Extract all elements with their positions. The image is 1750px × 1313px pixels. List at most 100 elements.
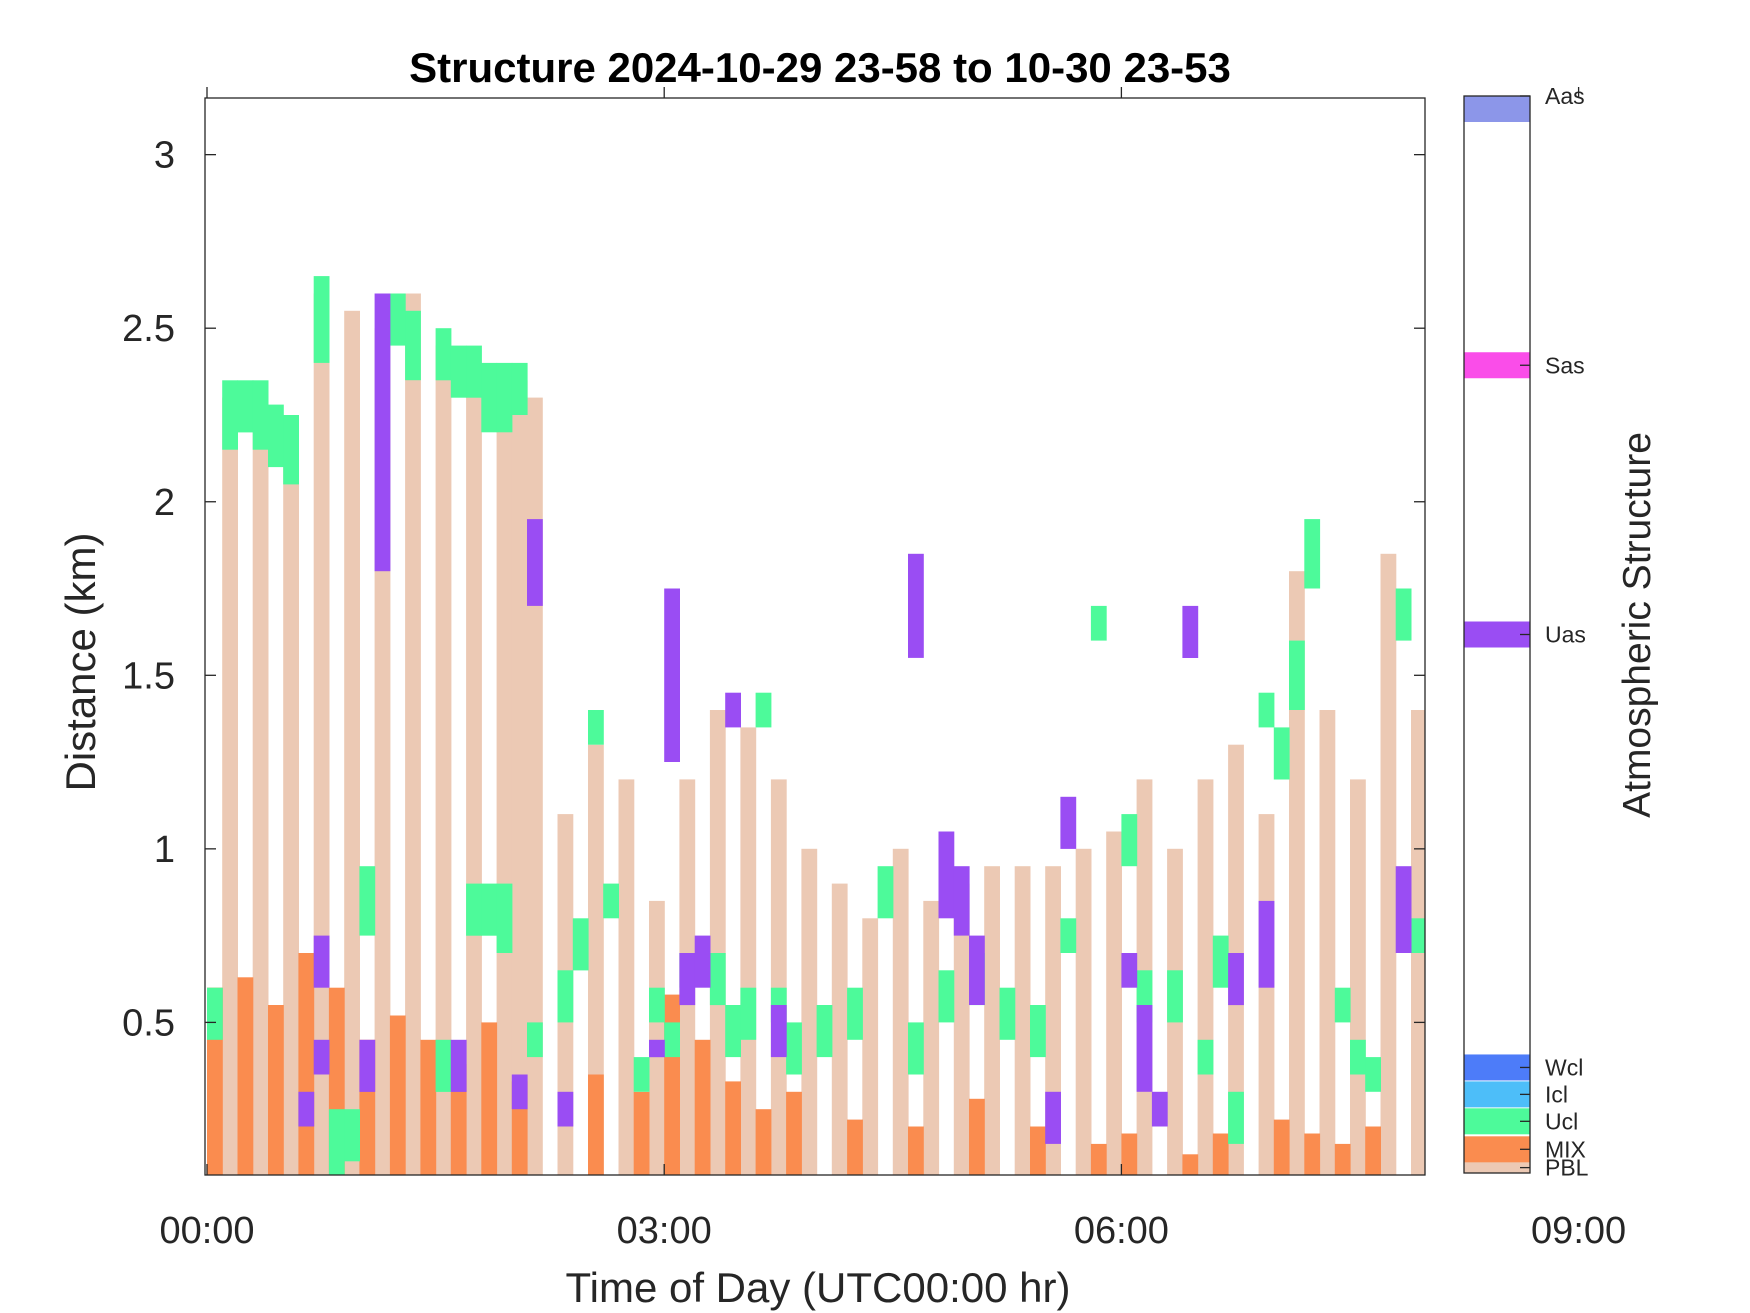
mix-bar — [1030, 1126, 1046, 1175]
colorbar-band-sas — [1464, 352, 1530, 379]
colorbar-frame — [1463, 95, 1531, 1174]
uas-bar — [725, 692, 741, 728]
mix-bar — [1121, 1133, 1138, 1175]
pbl-bar — [496, 369, 513, 1175]
pbl-bar — [1075, 848, 1092, 1175]
ucl-bar — [740, 987, 757, 1040]
uas-bar — [694, 935, 711, 988]
colorbar-band-uas — [1464, 621, 1530, 648]
uas-bar — [969, 935, 985, 1005]
uas-bar — [1228, 953, 1244, 1006]
ucl-bar — [1197, 1039, 1214, 1075]
ucl-bar — [481, 362, 498, 433]
mix-bar — [755, 1109, 772, 1175]
uas-bar — [1060, 796, 1077, 849]
ucl-bar — [359, 866, 376, 936]
ucl-bar — [999, 987, 1016, 1040]
pbl-bar — [618, 779, 635, 1175]
mix-bar — [694, 1039, 711, 1175]
ucl-bar — [283, 415, 299, 485]
mix-bar — [1365, 1126, 1381, 1175]
pbl-bar — [892, 848, 909, 1175]
ucl-bar — [1304, 519, 1321, 589]
pbl-bar — [831, 883, 848, 1175]
colorbar-label-wcl: Wcl — [1545, 1054, 1583, 1080]
ucl-bar — [1121, 814, 1138, 867]
colorbar-label-sas: Sas — [1545, 352, 1585, 378]
ucl-bar — [344, 1109, 360, 1162]
ucl-bar — [938, 970, 955, 1023]
mix-bar — [1304, 1133, 1321, 1175]
colorbar-label: Atmospheric Structure — [1616, 432, 1659, 818]
uas-bar — [938, 831, 955, 919]
ucl-bar — [1228, 1091, 1244, 1144]
uas-bar — [1258, 900, 1275, 988]
ucl-bar — [405, 310, 421, 381]
ucl-bar — [435, 1039, 452, 1092]
colorbar-band-aas — [1464, 96, 1530, 122]
uas-bar — [1395, 866, 1412, 953]
pbl-bar — [801, 848, 818, 1175]
ucl-bar — [557, 970, 574, 1023]
colorbar-label-mix: MIX — [1545, 1136, 1586, 1162]
y-tick-label: 0.5 — [122, 1002, 175, 1044]
plot-frame — [204, 97, 1426, 1176]
uas-bar — [908, 553, 924, 658]
uas-bar — [313, 935, 330, 988]
ucl-bar — [466, 883, 482, 936]
ucl-bar — [389, 293, 406, 346]
colorbar-label-ucl: Ucl — [1545, 1108, 1578, 1134]
uas-bar — [313, 1039, 330, 1075]
ucl-bar — [709, 953, 726, 1006]
pbl-bar — [222, 397, 238, 1175]
pbl-bar — [1350, 779, 1366, 1175]
ucl-bar — [1334, 987, 1351, 1023]
pbl-bar — [344, 310, 360, 1175]
ucl-bar — [786, 1022, 802, 1075]
pbl-bar — [984, 866, 1000, 1175]
colorbar-label-icl: Icl — [1545, 1081, 1568, 1107]
pbl-bar — [862, 918, 879, 1175]
ucl-bar — [1030, 1005, 1046, 1058]
ucl-bar — [252, 380, 269, 450]
uas-bar — [770, 1005, 787, 1058]
uas-bar — [298, 1091, 315, 1127]
uas-bar — [1045, 1091, 1061, 1144]
x-axis-label: Time of Day (UTC00:00 hr) — [566, 1264, 1071, 1311]
mix-bar — [420, 1039, 437, 1175]
ucl-bar — [633, 1057, 650, 1092]
ucl-bar — [527, 1022, 543, 1058]
ucl-bar — [572, 918, 589, 971]
ucl-bar — [328, 1109, 345, 1175]
uas-bar — [511, 1074, 528, 1110]
uas-bar — [679, 953, 696, 1006]
pbl-bar — [770, 779, 787, 1175]
pbl-bar — [588, 744, 604, 1175]
mix-bar — [298, 953, 315, 1175]
uas-bar — [450, 1039, 467, 1092]
ucl-bar — [603, 883, 619, 919]
ucl-bar — [207, 987, 223, 1040]
ucl-bar — [725, 1005, 741, 1058]
ucl-bar — [1167, 970, 1183, 1023]
pbl-bar — [252, 415, 269, 1175]
mix-bar — [908, 1126, 924, 1175]
mix-bar — [664, 994, 680, 1175]
x-tick-label: 00:00 — [159, 1210, 254, 1252]
pbl-bar — [1197, 779, 1214, 1175]
pbl-bar — [405, 293, 421, 1175]
pbl-bar — [649, 900, 665, 1175]
pbl-bar — [527, 397, 543, 1175]
ucl-bar — [1289, 640, 1305, 710]
colorbar-band-pbl — [1464, 1160, 1530, 1173]
uas-bar — [953, 866, 970, 936]
mix-bar — [268, 1005, 284, 1175]
ucl-bar — [1090, 605, 1107, 641]
pbl-bar — [1106, 831, 1122, 1175]
y-axis-label: Distance (km) — [57, 532, 104, 791]
uas-bar — [664, 588, 680, 762]
ucl-bar — [1258, 692, 1275, 728]
pbl-bar — [283, 467, 299, 1175]
